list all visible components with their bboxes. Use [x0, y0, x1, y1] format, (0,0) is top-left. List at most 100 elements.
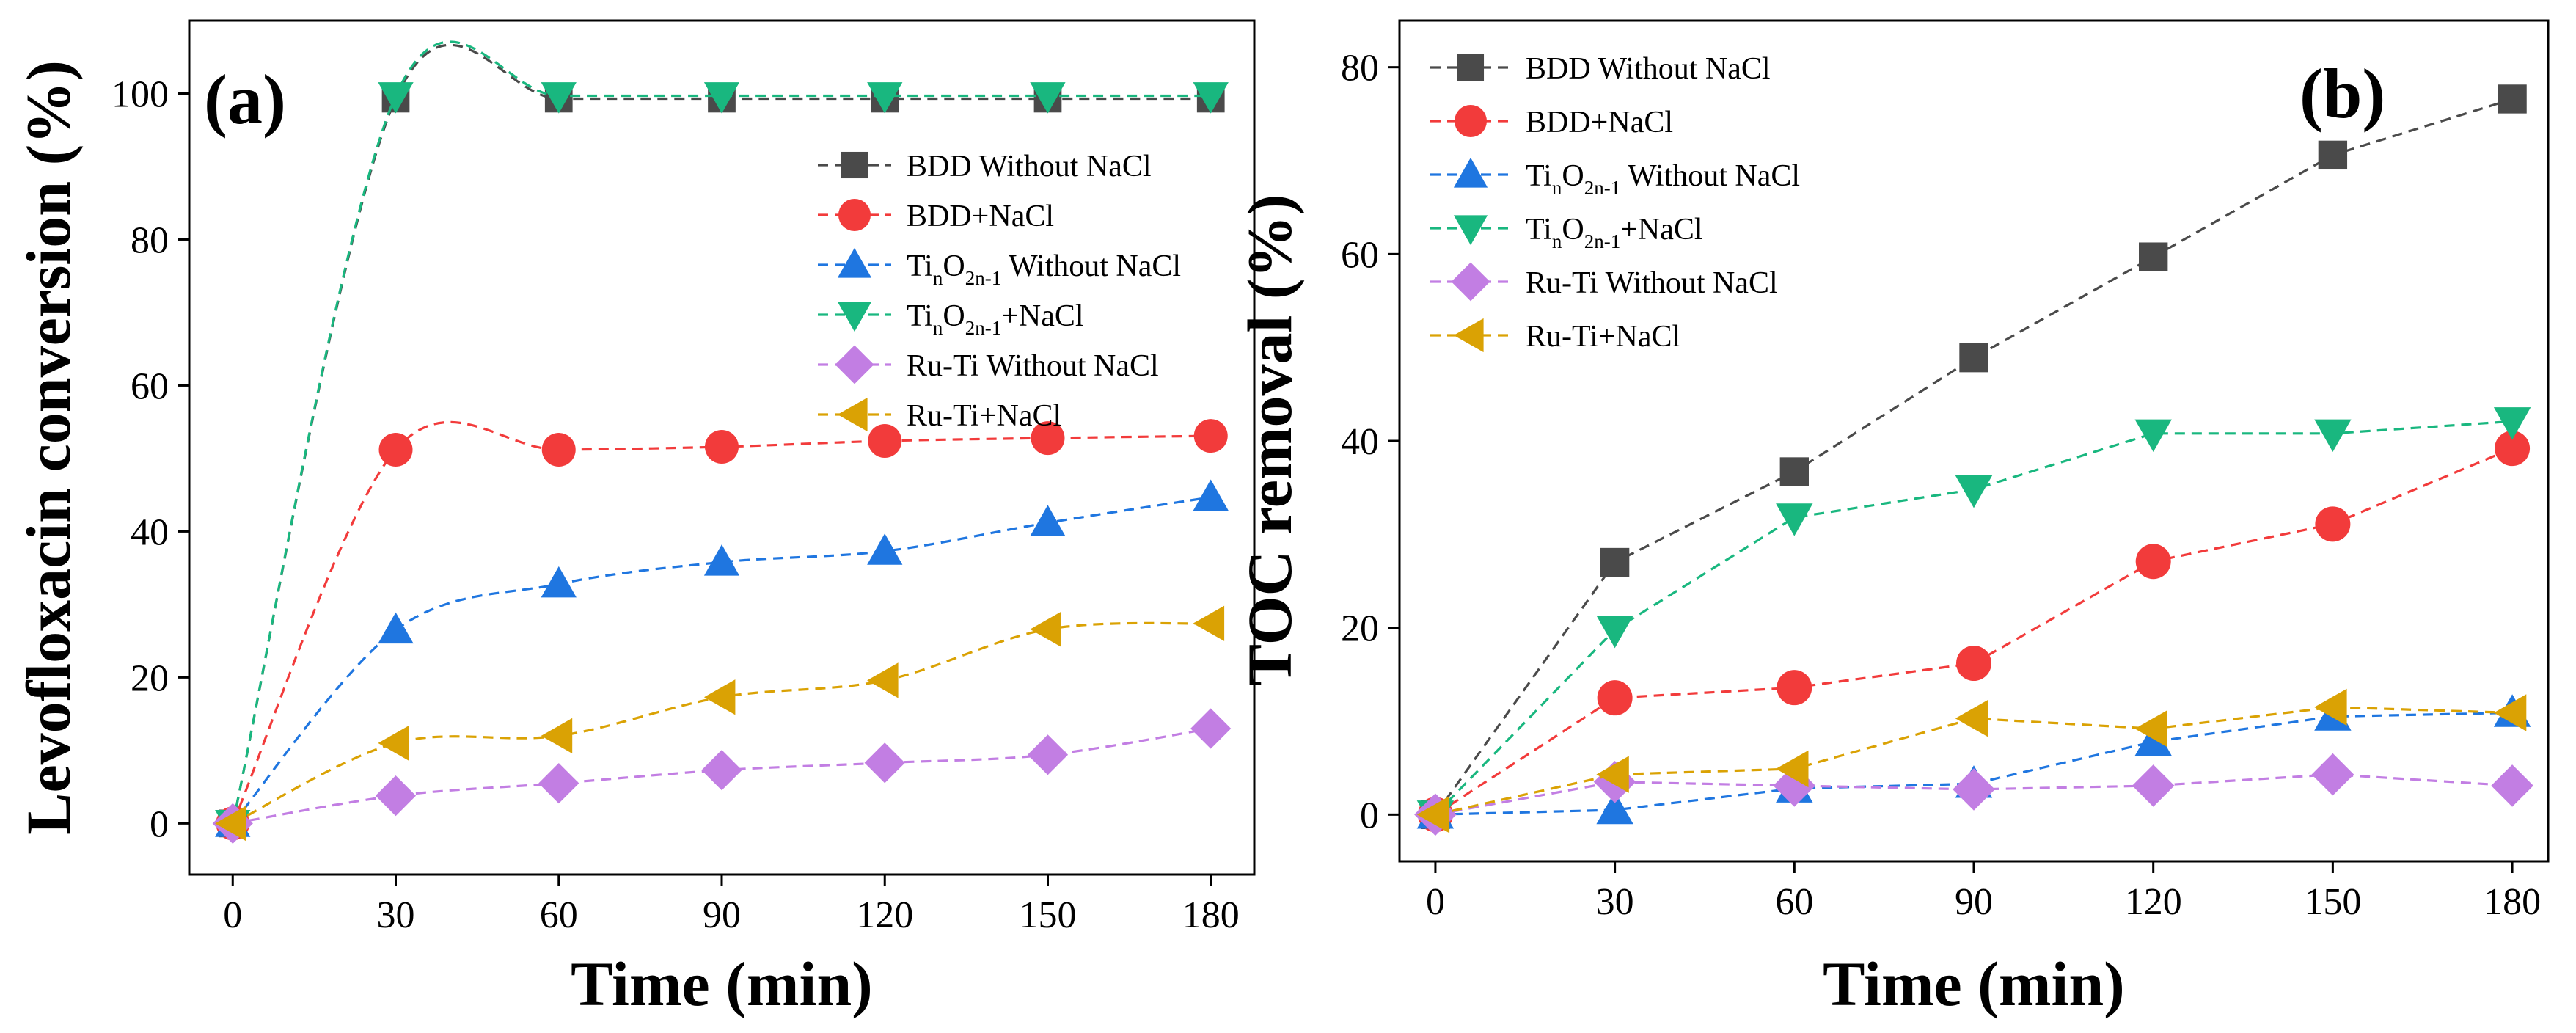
legend-item: Ru-Ti Without NaCl [818, 345, 1159, 384]
data-point [867, 82, 903, 114]
data-point [1596, 756, 1629, 793]
legend-item: BDD+NaCl [818, 199, 1054, 233]
legend-item: TinO2n-1 Without NaCl [818, 247, 1181, 289]
data-point [1773, 764, 1816, 807]
legend-marker [1453, 157, 1488, 188]
legend-label-base: Ti [907, 299, 933, 333]
y-tick-label: 20 [1341, 608, 1379, 650]
x-tick-label: 30 [1596, 881, 1634, 923]
data-point [1031, 421, 1065, 456]
y-tick-label: 60 [1341, 234, 1379, 276]
data-point [2134, 710, 2167, 748]
data-point [1953, 768, 1995, 811]
data-point [867, 662, 899, 698]
data-point [2315, 506, 2351, 542]
data-point [1596, 616, 1633, 649]
legend-label: BDD Without NaCl [1526, 52, 1771, 86]
legend-marker [1451, 262, 1490, 302]
data-point [1030, 505, 1066, 536]
legend-label-base: Ti [907, 249, 933, 283]
legend-label: TinO2n-1 Without NaCl [907, 249, 1181, 289]
legend-label-tail: +NaCl [1001, 299, 1083, 333]
plot-frame [1398, 19, 2550, 863]
y-tick-label: 0 [150, 803, 169, 845]
legend-label-sub: 2n-1 [1584, 230, 1621, 252]
data-point [1959, 343, 1988, 373]
panel-a: 0 30 60 90 120 150 180 0 20 40 60 80 100 Time (min) Le… [13, 19, 1256, 1019]
data-point [1956, 646, 1991, 682]
legend-label-sub: 2n-1 [1584, 177, 1621, 199]
y-axis-title: Levofloxacin conversion (%) [13, 60, 84, 835]
legend-item: TinO2n-1+NaCl [818, 299, 1084, 339]
legend-label-tail: Without NaCl [1620, 159, 1800, 193]
data-point [1597, 680, 1633, 716]
data-point [378, 612, 414, 644]
legend-label: BDD+NaCl [907, 200, 1054, 233]
data-point [541, 718, 573, 754]
y-tick-label: 20 [131, 657, 169, 699]
series-line [231, 40, 1211, 824]
legend: BDD Without NaCl BDD+NaCl TinO2n-1 Without… [818, 150, 1181, 433]
legend-label-base: Ti [1526, 213, 1552, 247]
data-point [541, 432, 576, 467]
legend-item: Ru-Ti+NaCl [818, 397, 1061, 433]
x-tick-label: 180 [1182, 894, 1240, 936]
x-tick-label: 0 [223, 894, 242, 936]
legend-label-tail: +NaCl [1620, 213, 1702, 247]
series-6 [215, 605, 1225, 842]
data-point [1027, 734, 1069, 775]
x-tick-label: 150 [2304, 881, 2361, 923]
data-point [2495, 431, 2531, 467]
data-point [375, 775, 417, 817]
legend-marker [838, 199, 871, 231]
x-tick-label: 30 [377, 894, 415, 936]
data-point [703, 544, 740, 576]
data-point [541, 566, 577, 598]
data-point [2139, 242, 2168, 271]
data-point [378, 82, 414, 114]
legend-label-tail: Without NaCl [1001, 249, 1181, 283]
y-tick-label: 60 [131, 365, 169, 407]
data-point [1777, 670, 1812, 706]
legend-label-sub: n [933, 317, 943, 339]
data-point [2318, 140, 2348, 170]
y-tick-label: 40 [1341, 421, 1379, 463]
legend-label: Ru-Ti Without NaCl [907, 349, 1159, 383]
x-tick-label: 120 [2125, 881, 2182, 923]
data-point [215, 806, 246, 842]
data-point [378, 725, 409, 762]
y-tick-label: 100 [111, 73, 169, 115]
series-6 [1416, 688, 2527, 833]
legend-label: Ru-Ti+NaCl [1526, 320, 1680, 354]
series-line [231, 420, 1211, 825]
legend-label-sub: n [1552, 230, 1562, 252]
legend-item: Ru-Ti Without NaCl [1430, 262, 1778, 302]
data-point [541, 82, 577, 114]
legend-label-mid: O [1562, 213, 1584, 247]
data-point [1596, 791, 1633, 825]
legend-label: BDD+NaCl [1526, 106, 1673, 139]
legend-label-base: Ti [1526, 159, 1552, 193]
x-axis-title: Time (min) [571, 949, 873, 1019]
y-tick-label: 0 [1360, 795, 1379, 836]
data-point [1193, 479, 1229, 511]
legend-label: BDD Without NaCl [907, 150, 1152, 183]
data-point [701, 750, 742, 791]
legend-label: Ru-Ti Without NaCl [1526, 266, 1778, 300]
data-point [1776, 503, 1813, 536]
legend-marker [837, 247, 872, 278]
data-point [1600, 547, 1630, 577]
legend-marker [835, 345, 874, 384]
data-point [2493, 407, 2531, 440]
data-point [1416, 796, 1450, 833]
legend-marker [837, 302, 872, 332]
data-point [1776, 750, 1809, 788]
x-tick-label: 0 [1426, 881, 1445, 923]
x-tick-label: 90 [703, 894, 741, 936]
legend-label-mid: O [1562, 159, 1584, 193]
x-tick-label: 60 [1775, 881, 1813, 923]
legend-label-mid: O [943, 299, 965, 333]
data-point [1955, 475, 1993, 508]
panel-b: 0 30 60 90 120 150 180 0 20 40 60 80 Time (min) TOC r… [1234, 19, 2550, 1019]
